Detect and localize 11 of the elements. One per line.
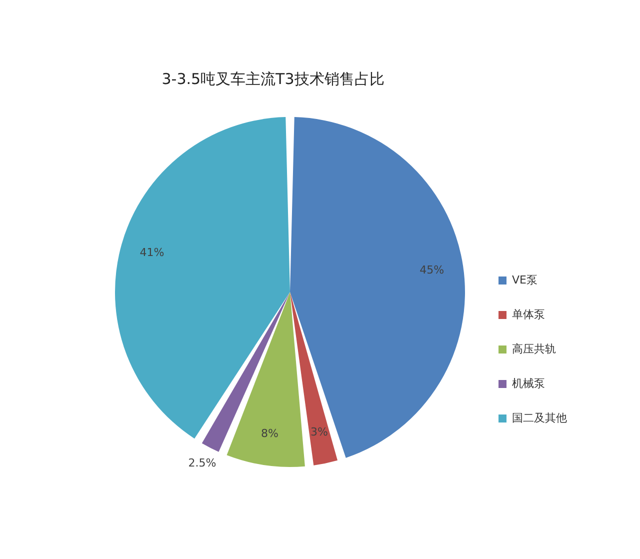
data-label: 8% — [260, 427, 278, 440]
chart-title: 3-3.5吨叉车主流T3技术销售占比 — [162, 70, 384, 88]
legend-label: 机械泵 — [512, 377, 545, 390]
legend-label: 单体泵 — [512, 308, 545, 321]
legend-label: VE泵 — [512, 274, 538, 286]
data-label: 45% — [420, 264, 444, 277]
legend-label: 国二及其他 — [512, 412, 567, 424]
data-label: 3% — [310, 425, 328, 438]
data-label: 41% — [140, 246, 164, 259]
legend-label: 高压共轨 — [512, 342, 556, 356]
data-label: 2.5% — [188, 456, 216, 470]
